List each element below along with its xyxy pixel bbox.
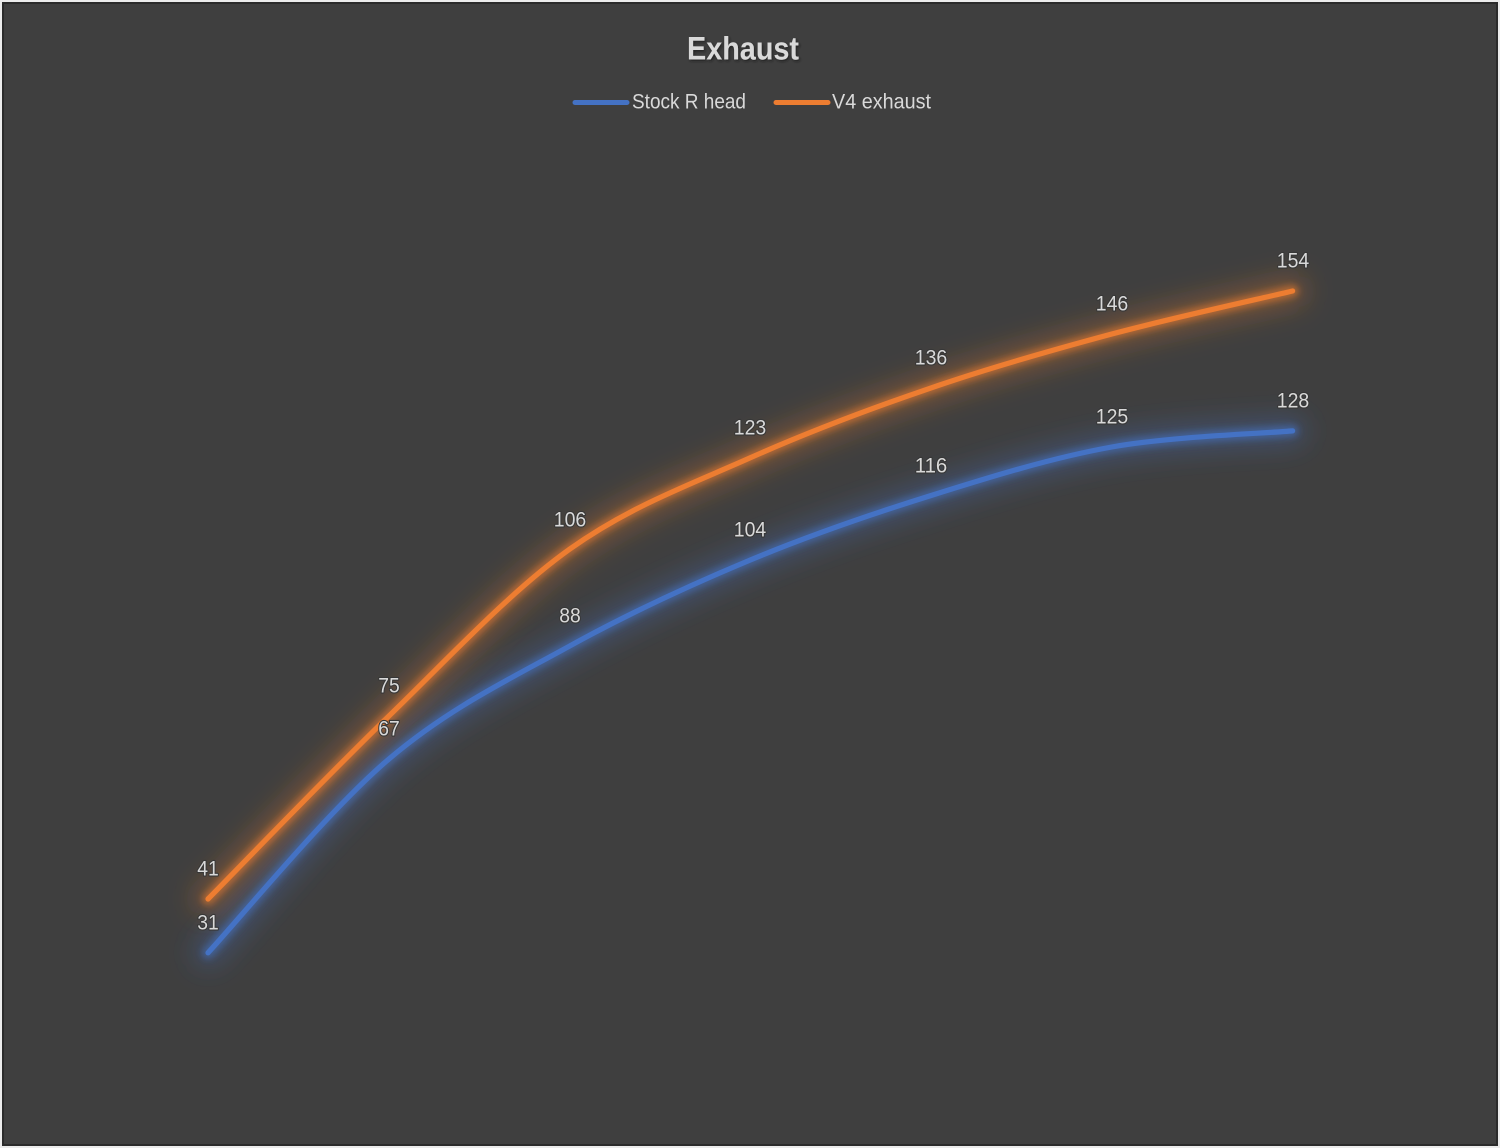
svg-text:V4 exhaust: V4 exhaust [832,91,931,114]
svg-text:125: 125 [1096,405,1129,429]
svg-text:88: 88 [559,604,581,628]
svg-text:106: 106 [554,508,587,532]
svg-text:75: 75 [378,674,400,698]
svg-text:116: 116 [915,454,948,478]
svg-text:41: 41 [197,857,219,881]
svg-text:Stock R head: Stock R head [632,91,746,114]
svg-text:146: 146 [1096,292,1129,316]
svg-text:128: 128 [1277,389,1310,413]
svg-text:31: 31 [197,911,219,935]
svg-text:Exhaust: Exhaust [687,31,799,67]
svg-text:104: 104 [734,518,767,542]
svg-text:123: 123 [734,416,767,440]
svg-text:154: 154 [1277,249,1310,273]
svg-text:136: 136 [915,346,948,370]
svg-text:67: 67 [378,717,400,741]
